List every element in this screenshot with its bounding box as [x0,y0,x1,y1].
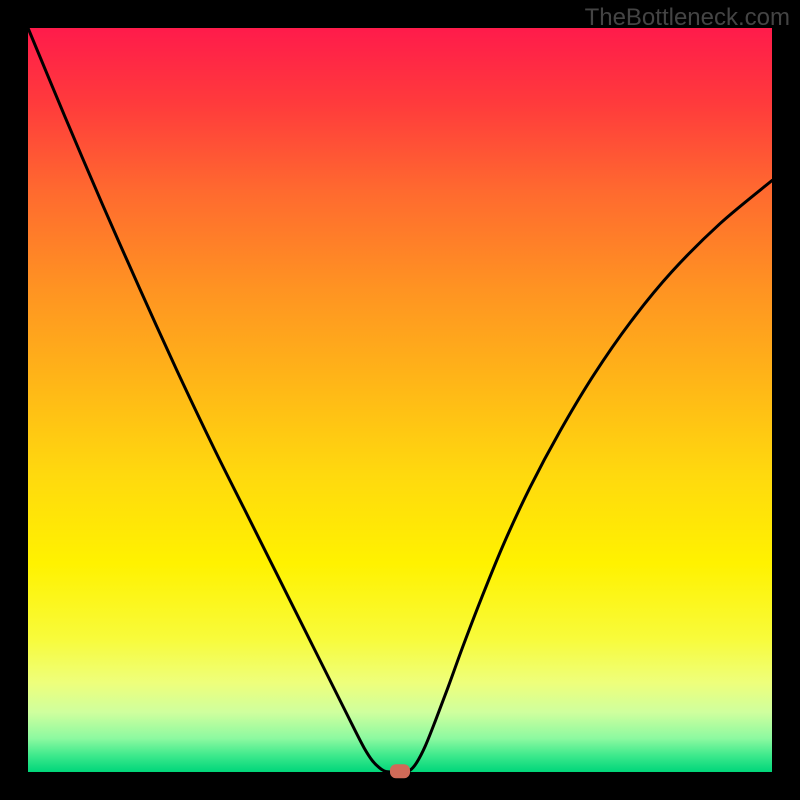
curve-minimum-marker [390,764,410,778]
chart-container: TheBottleneck.com [0,0,800,800]
bottleneck-chart [0,0,800,800]
heatmap-gradient [28,28,772,772]
watermark-text: TheBottleneck.com [585,4,790,32]
